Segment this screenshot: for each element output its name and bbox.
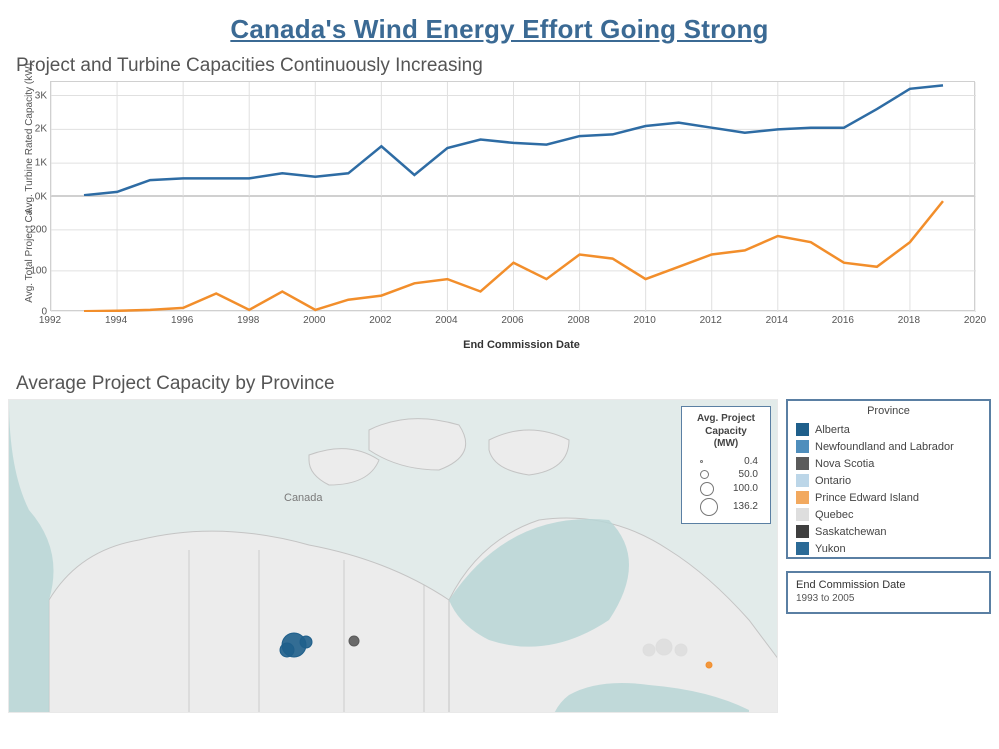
legend-label: Ontario [815, 475, 851, 487]
ytick-label: 200 [30, 224, 47, 235]
legend-item[interactable]: Nova Scotia [788, 455, 989, 472]
date-filter-range: 1993 to 2005 [788, 591, 989, 612]
map-point[interactable] [349, 636, 359, 646]
xtick-label: 2014 [766, 315, 788, 326]
xtick-label: 1994 [105, 315, 127, 326]
map-point[interactable] [656, 639, 672, 655]
project-chart: Avg. Total Project Ca.. 0100200 [8, 196, 993, 311]
legend-label: Yukon [815, 543, 846, 555]
legend-label: Quebec [815, 509, 854, 521]
legend-item[interactable]: Prince Edward Island [788, 489, 989, 506]
date-filter-panel[interactable]: End Commission Date 1993 to 2005 [786, 571, 991, 614]
size-legend-row: 50.0 [688, 468, 764, 481]
size-legend-header: (MW) [688, 438, 764, 451]
xtick-label: 2006 [501, 315, 523, 326]
map-section-title: Average Project Capacity by Province [0, 371, 999, 399]
xaxis: 1992199419961998200020022004200620082010… [50, 311, 975, 337]
ytick-label: 0K [35, 192, 47, 203]
turbine-chart: Avg. Turbine Rated Capacity (kW) 0K1K2K3… [8, 81, 993, 196]
legend-item[interactable]: Ontario [788, 472, 989, 489]
legend-swatch [796, 474, 809, 487]
legend-item[interactable]: Newfoundland and Labrador [788, 438, 989, 455]
ytick-label: 100 [30, 265, 47, 276]
xtick-label: 2010 [634, 315, 656, 326]
xtick-label: 1998 [237, 315, 259, 326]
legend-label: Newfoundland and Labrador [815, 441, 954, 453]
legend-item[interactable]: Saskatchewan [788, 523, 989, 540]
size-label: 50.0 [717, 469, 764, 480]
legend-label: Alberta [815, 424, 850, 436]
ytick-label: 3K [35, 90, 47, 101]
line-charts: Avg. Turbine Rated Capacity (kW) 0K1K2K3… [8, 81, 993, 357]
map-point[interactable] [706, 662, 712, 668]
legend-swatch [796, 491, 809, 504]
size-bubble-icon [700, 482, 714, 496]
size-label: 100.0 [722, 483, 764, 494]
size-bubble-icon [700, 498, 718, 516]
xtick-label: 2016 [832, 315, 854, 326]
xtick-label: 2008 [567, 315, 589, 326]
map-point[interactable] [300, 636, 312, 648]
chart-section-title: Project and Turbine Capacities Continuou… [0, 53, 999, 81]
page-title: Canada's Wind Energy Effort Going Strong [0, 0, 999, 53]
legend-swatch [796, 542, 809, 555]
map-section: Average Project Capacity by Province Can… [0, 371, 999, 713]
legend-swatch [796, 457, 809, 470]
province-legend: Province Alberta Newfoundland and Labrad… [786, 399, 991, 559]
ytick-label: 1K [35, 158, 47, 169]
size-legend-header: Capacity [688, 426, 764, 439]
xtick-label: 1992 [39, 315, 61, 326]
ytick-label: 2K [35, 124, 47, 135]
size-bubble-icon [700, 470, 709, 479]
legend-label: Saskatchewan [815, 526, 887, 538]
xtick-label: 2002 [369, 315, 391, 326]
date-filter-title: End Commission Date [788, 573, 989, 591]
legend-swatch [796, 423, 809, 436]
map-point[interactable] [675, 644, 687, 656]
project-ylabel: Avg. Total Project Ca.. [8, 196, 50, 311]
xtick-label: 2000 [303, 315, 325, 326]
map-point[interactable] [280, 643, 294, 657]
legend-item[interactable]: Alberta [788, 421, 989, 438]
legend-label: Nova Scotia [815, 458, 874, 470]
xtick-label: 2020 [964, 315, 986, 326]
size-legend: Avg. Project Capacity (MW) 0.4 50.0 100.… [681, 406, 771, 524]
turbine-plot[interactable]: 0K1K2K3K [50, 81, 975, 196]
size-legend-header: Avg. Project [688, 413, 764, 426]
xtick-label: 2004 [435, 315, 457, 326]
size-bubble-icon [700, 460, 703, 463]
map-point[interactable] [643, 644, 655, 656]
province-legend-title: Province [788, 401, 989, 421]
size-legend-row: 0.4 [688, 455, 764, 468]
xtick-label: 2012 [700, 315, 722, 326]
xaxis-label: End Commission Date [50, 337, 993, 357]
size-label: 136.2 [726, 501, 764, 512]
legend-item[interactable]: Quebec [788, 506, 989, 523]
project-plot[interactable]: 0100200 [50, 196, 975, 311]
legend-swatch [796, 525, 809, 538]
legend-label: Prince Edward Island [815, 492, 919, 504]
size-legend-row: 136.2 [688, 497, 764, 517]
map-canvas[interactable]: Canada Avg. Project Capacity (MW) 0.4 50… [8, 399, 778, 713]
size-legend-row: 100.0 [688, 481, 764, 497]
xtick-label: 2018 [898, 315, 920, 326]
legend-item[interactable]: Yukon [788, 540, 989, 557]
legend-swatch [796, 440, 809, 453]
size-label: 0.4 [711, 456, 764, 467]
legend-swatch [796, 508, 809, 521]
xtick-label: 1996 [171, 315, 193, 326]
